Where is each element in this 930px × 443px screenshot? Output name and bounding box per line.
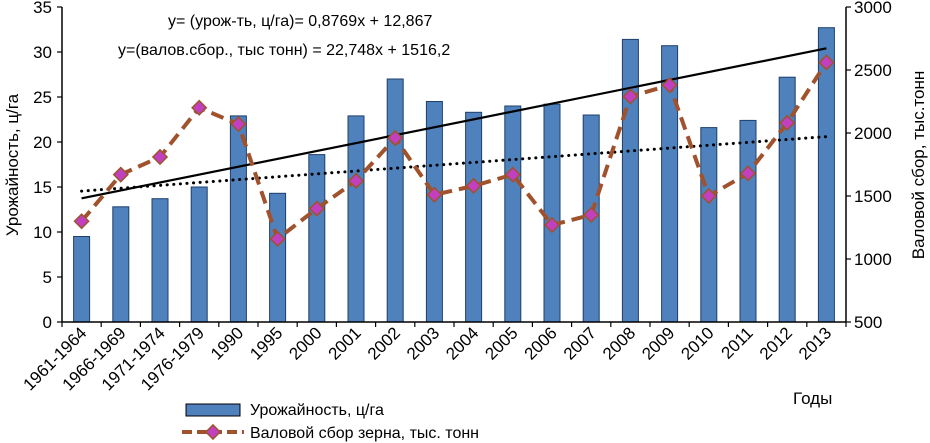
axes: 0 5 10 15 20 25 30 35 500 1000 1500 2000 2500 3000 1… bbox=[19, 0, 891, 394]
harvest-point-2011 bbox=[739, 165, 757, 182]
harvest-line bbox=[80, 61, 829, 241]
x-tick-label: 2003 bbox=[403, 323, 443, 363]
y-axis-title: Урожайность, ц/га bbox=[3, 93, 22, 236]
trendlines bbox=[80, 47, 828, 200]
harvest-point-2012 bbox=[779, 114, 796, 132]
harvest-point-2003 bbox=[426, 186, 443, 203]
left-tick-label: 35 bbox=[33, 0, 52, 17]
bar-2008 bbox=[621, 38, 639, 323]
bar-1990 bbox=[229, 115, 247, 323]
harvest-point-2004 bbox=[465, 177, 482, 195]
x-tick-label: 2005 bbox=[481, 323, 521, 363]
harvest-point-2001 bbox=[347, 172, 365, 190]
left-tick-label: 5 bbox=[43, 268, 52, 287]
harvest-point-2007 bbox=[583, 206, 600, 224]
harvest-point-1990 bbox=[230, 116, 247, 133]
harvest-point-2013 bbox=[818, 54, 835, 71]
x-tick-label: 2002 bbox=[364, 323, 404, 363]
left-tick-label: 15 bbox=[33, 178, 52, 197]
left-axis-ticks: 0 5 10 15 20 25 30 35 bbox=[33, 0, 62, 332]
bar-2005 bbox=[504, 105, 522, 323]
legend-swatch-bars bbox=[185, 403, 241, 417]
harvest-point-2000 bbox=[308, 200, 325, 217]
bar-2000 bbox=[308, 154, 326, 323]
y2-axis-title: Валовой сбор, тыс.тонн bbox=[909, 71, 928, 260]
legend-swatch-marker bbox=[204, 423, 222, 441]
line-series bbox=[73, 54, 835, 247]
trendline-harvest bbox=[80, 135, 828, 193]
right-tick-label: 1000 bbox=[854, 250, 892, 269]
bar-2004 bbox=[465, 111, 483, 323]
x-tick-label: 2009 bbox=[638, 323, 678, 363]
left-tick-label: 0 bbox=[43, 313, 52, 332]
right-tick-label: 3000 bbox=[854, 0, 892, 17]
equation-harvest: y=(валов.сбор., тыс тонн) = 22,748x + 15… bbox=[118, 42, 450, 59]
legend: Урожайность, ц/га Валовой сбор зерна, ты… bbox=[182, 402, 479, 442]
right-axis-ticks: 500 1000 1500 2000 2500 3000 bbox=[846, 0, 892, 332]
x-tick-label: 2001 bbox=[325, 323, 365, 363]
x-tick-label: 2007 bbox=[560, 323, 600, 363]
x-tick-label: 2000 bbox=[285, 323, 325, 363]
right-tick-label: 2500 bbox=[854, 61, 892, 80]
bar-2003 bbox=[425, 101, 443, 323]
harvest-point-1971-1974 bbox=[151, 148, 169, 166]
legend-label-bars: Урожайность, ц/га bbox=[250, 402, 384, 419]
x-axis-title: Годы bbox=[793, 389, 832, 408]
x-tick-label: 2008 bbox=[599, 323, 639, 363]
bar-series bbox=[73, 27, 835, 323]
x-tick-label: 2004 bbox=[442, 323, 482, 363]
bar-2013 bbox=[817, 27, 835, 323]
harvest-point-1961-1964 bbox=[73, 213, 90, 230]
x-tick-label: 1990 bbox=[207, 323, 247, 363]
bar-2011 bbox=[739, 119, 757, 323]
x-tick-label: 2012 bbox=[756, 323, 796, 363]
x-tick-label: 2006 bbox=[521, 323, 561, 363]
left-tick-label: 10 bbox=[33, 223, 52, 242]
right-tick-label: 500 bbox=[854, 313, 882, 332]
left-tick-label: 20 bbox=[33, 133, 52, 152]
x-tick-label: 2011 bbox=[718, 323, 757, 362]
left-tick-label: 25 bbox=[33, 88, 52, 107]
bar-1976-1979 bbox=[190, 186, 208, 323]
legend-label-line: Валовой сбор зерна, тыс. тонн bbox=[250, 425, 479, 442]
harvest-point-2008 bbox=[622, 88, 639, 105]
x-tick-label: 2013 bbox=[795, 323, 835, 363]
trendline-yield bbox=[81, 47, 827, 200]
harvest-point-1995 bbox=[269, 230, 286, 247]
bar-1995 bbox=[269, 192, 287, 323]
bar-2010 bbox=[700, 127, 718, 323]
bar-2002 bbox=[386, 78, 404, 323]
bar-2006 bbox=[543, 103, 561, 323]
bar-2001 bbox=[347, 115, 365, 323]
harvest-point-2002 bbox=[387, 129, 404, 147]
right-tick-label: 1500 bbox=[854, 187, 892, 206]
right-tick-label: 2000 bbox=[854, 124, 892, 143]
x-tick-label: 1995 bbox=[246, 323, 286, 363]
harvest-point-2006 bbox=[543, 216, 561, 234]
equation-yield: y= (урож-ть, ц/га)= 0,8769x + 12,867 bbox=[168, 13, 432, 30]
bar-1966-1969 bbox=[112, 206, 130, 323]
bar-1961-1964 bbox=[73, 236, 91, 323]
harvest-point-2010 bbox=[700, 187, 717, 205]
bar-1971-1974 bbox=[151, 198, 169, 323]
harvest-point-1966-1969 bbox=[112, 166, 129, 183]
left-tick-label: 30 bbox=[33, 43, 52, 62]
harvest-point-2005 bbox=[504, 166, 521, 183]
harvest-point-2009 bbox=[661, 76, 678, 94]
harvest-point-1976-1979 bbox=[191, 99, 208, 116]
x-tick-label: 2010 bbox=[677, 323, 717, 363]
